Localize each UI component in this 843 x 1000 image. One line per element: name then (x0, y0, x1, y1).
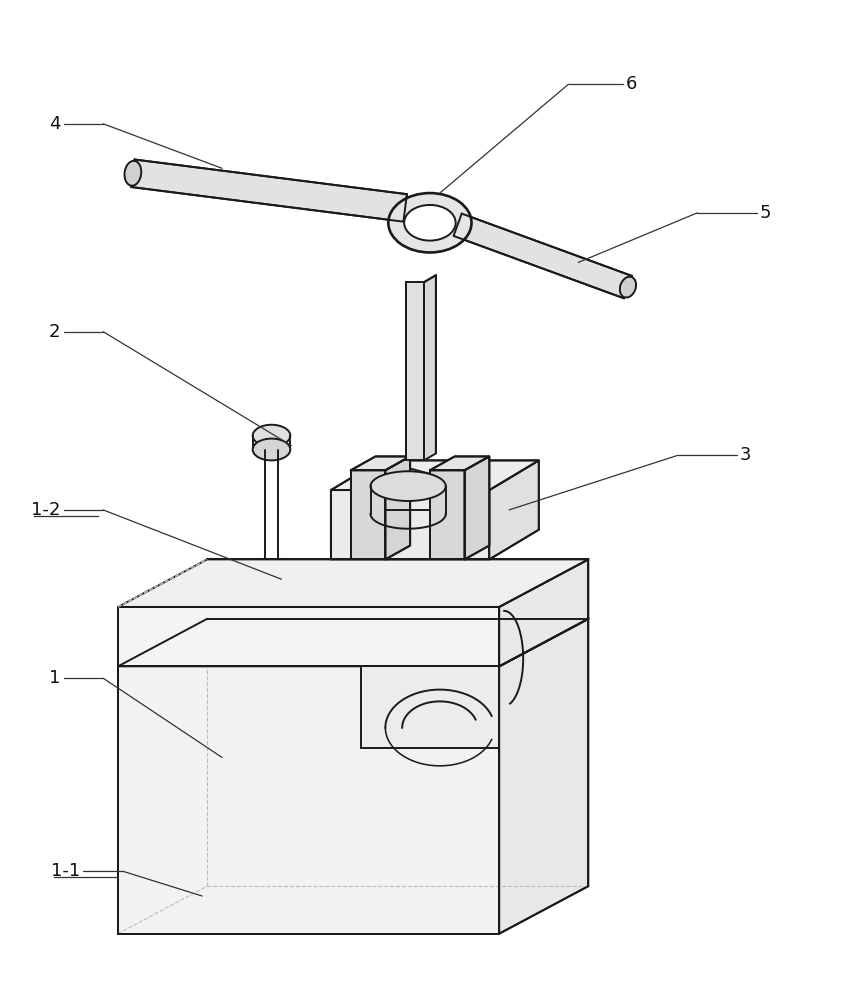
Ellipse shape (125, 161, 142, 186)
Ellipse shape (620, 277, 636, 298)
Polygon shape (118, 619, 588, 666)
Text: 3: 3 (740, 446, 751, 464)
Polygon shape (331, 490, 489, 559)
Text: 2: 2 (49, 323, 61, 341)
Text: 5: 5 (760, 204, 771, 222)
Text: 1-2: 1-2 (31, 501, 61, 519)
Polygon shape (351, 470, 385, 559)
Polygon shape (118, 666, 499, 934)
Text: 1: 1 (49, 669, 61, 687)
Polygon shape (351, 456, 410, 470)
Polygon shape (430, 470, 464, 559)
Polygon shape (464, 456, 489, 559)
Ellipse shape (253, 425, 290, 447)
Polygon shape (430, 456, 489, 470)
Polygon shape (361, 666, 499, 748)
Text: 6: 6 (626, 75, 637, 93)
Polygon shape (499, 619, 588, 934)
Polygon shape (489, 460, 539, 559)
Polygon shape (118, 607, 499, 666)
Polygon shape (499, 559, 588, 666)
Ellipse shape (253, 439, 290, 460)
Polygon shape (331, 460, 539, 490)
Polygon shape (118, 559, 588, 607)
Polygon shape (132, 160, 407, 222)
Ellipse shape (371, 471, 446, 501)
Text: 1-1: 1-1 (51, 862, 80, 880)
Ellipse shape (389, 193, 471, 252)
Polygon shape (424, 275, 436, 460)
Polygon shape (385, 456, 410, 559)
Ellipse shape (404, 205, 456, 241)
Text: 4: 4 (49, 115, 61, 133)
Polygon shape (406, 282, 424, 460)
Polygon shape (454, 214, 632, 298)
